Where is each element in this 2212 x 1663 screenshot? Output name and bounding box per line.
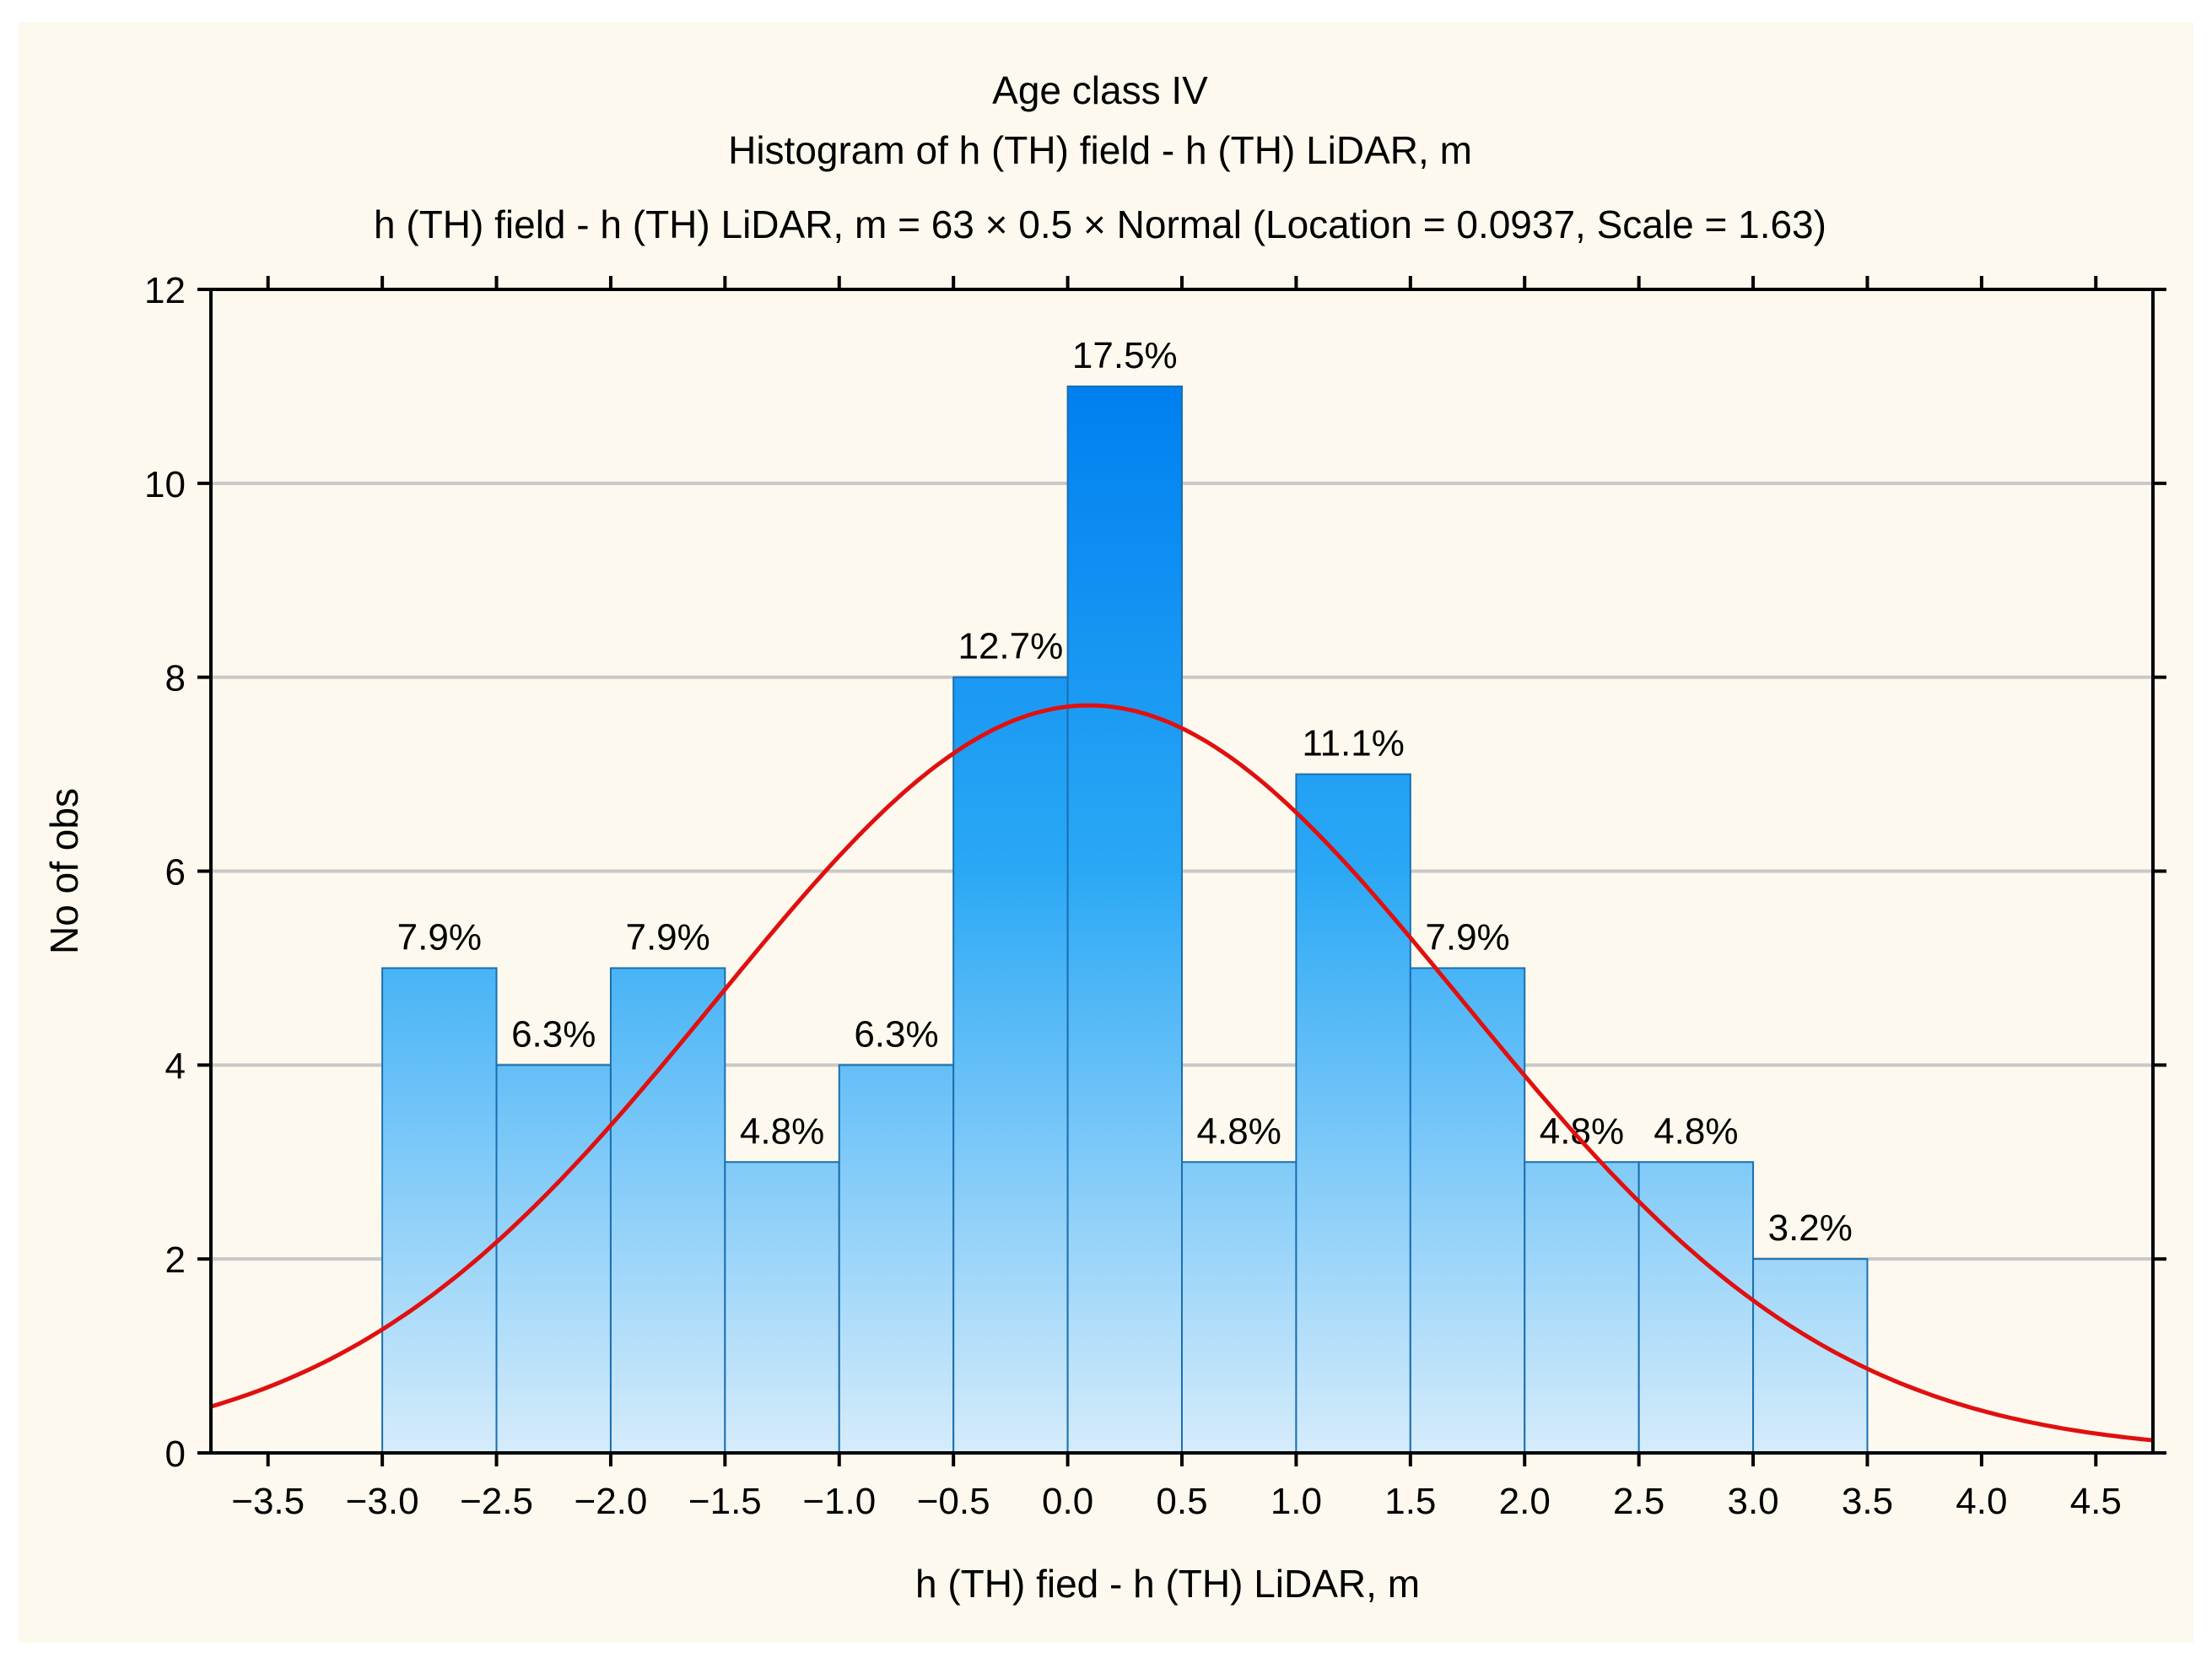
bar-percent-labels: 7.9% 6.3% 7.9% 4.8% 6.3% 12.7% 17.5% 4.8% 11.1% 7…	[397, 335, 1853, 1249]
histogram-bar	[1066, 385, 1184, 1455]
x-tick-label: 1.0	[1271, 1481, 1322, 1522]
x-tick-label: 4.5	[2070, 1481, 2122, 1522]
bar-percent-label: 4.8%	[1197, 1110, 1281, 1152]
histogram-bar	[1752, 1258, 1869, 1454]
bar-percent-label: 12.7%	[958, 626, 1063, 667]
y-tick-label: 6	[165, 852, 186, 894]
histogram-bar	[1524, 1161, 1640, 1454]
histogram-chart: Age class IV Histogram of h (TH) field -…	[42, 68, 2166, 1606]
x-tick-label: 4.0	[1956, 1481, 2007, 1522]
bar-percent-label: 7.9%	[1425, 916, 1509, 958]
y-tick-label: 12	[144, 270, 186, 311]
x-tick-label: 3.0	[1727, 1481, 1778, 1522]
y-tick-label: 4	[165, 1045, 186, 1087]
chart-frame: Age class IV Histogram of h (TH) field -…	[19, 22, 2193, 1643]
bar-percent-label: 4.8%	[1540, 1110, 1624, 1152]
x-tick-label: 3.5	[1842, 1481, 1893, 1522]
x-axis-label: h (TH) fied - h (TH) LiDAR, m	[915, 1562, 1420, 1606]
histogram-bar	[1295, 773, 1411, 1454]
y-tick-label: 10	[144, 464, 186, 505]
normal-fit-curve	[210, 703, 2154, 1443]
x-tick-label: −1.0	[802, 1481, 876, 1522]
histogram-bar	[1181, 1161, 1298, 1454]
y-tick-label: 0	[165, 1434, 186, 1475]
x-axis-ticks: −3.5 −3.0 −2.5 −2.0 −1.5 −1.0 −0.5 0.0 0.5 1.0 1.5…	[231, 276, 2122, 1522]
bar-percent-label: 7.9%	[397, 916, 482, 958]
histogram-bar	[495, 1064, 612, 1455]
x-tick-label: −2.0	[575, 1481, 648, 1522]
x-tick-label: 2.0	[1499, 1481, 1551, 1522]
bar-percent-label: 7.9%	[625, 916, 709, 958]
bar-percent-label: 4.8%	[740, 1110, 824, 1152]
x-tick-label: 0.5	[1156, 1481, 1207, 1522]
y-tick-label: 2	[165, 1239, 186, 1281]
bar-percent-label: 4.8%	[1654, 1110, 1738, 1152]
histogram-bar	[838, 1064, 955, 1455]
x-tick-label: −3.0	[346, 1481, 419, 1522]
bar-percent-label: 3.2%	[1768, 1207, 1853, 1249]
histogram-bar	[609, 967, 726, 1454]
x-tick-label: −1.5	[688, 1481, 762, 1522]
x-tick-label: −3.5	[231, 1481, 305, 1522]
x-tick-label: −0.5	[917, 1481, 990, 1522]
histogram-bar	[952, 676, 1069, 1454]
x-tick-label: −2.5	[460, 1481, 533, 1522]
histogram-bar	[724, 1161, 840, 1454]
y-axis-label: No of obs	[42, 788, 86, 954]
bar-percent-label: 6.3%	[511, 1013, 596, 1055]
fit-label: h (TH) field - h (TH) LiDAR, m = 63 × 0.…	[374, 202, 1826, 246]
histogram-bar	[1409, 967, 1526, 1454]
histogram-bars	[381, 385, 1869, 1455]
y-axis-ticks: 0 2 4 6 8 10 12	[144, 270, 2166, 1475]
histogram-bar	[1637, 1161, 1755, 1454]
chart-title: Age class IV	[992, 68, 1208, 112]
chart-subtitle: Histogram of h (TH) field - h (TH) LiDAR…	[728, 128, 1472, 172]
histogram-bar	[381, 967, 498, 1454]
bar-percent-label: 11.1%	[1302, 723, 1405, 764]
x-tick-label: 0.0	[1042, 1481, 1093, 1522]
x-tick-label: 2.5	[1613, 1481, 1664, 1522]
bar-percent-label: 6.3%	[854, 1013, 938, 1055]
y-tick-label: 8	[165, 658, 186, 699]
x-tick-label: 1.5	[1384, 1481, 1436, 1522]
bar-percent-label: 17.5%	[1072, 335, 1178, 376]
